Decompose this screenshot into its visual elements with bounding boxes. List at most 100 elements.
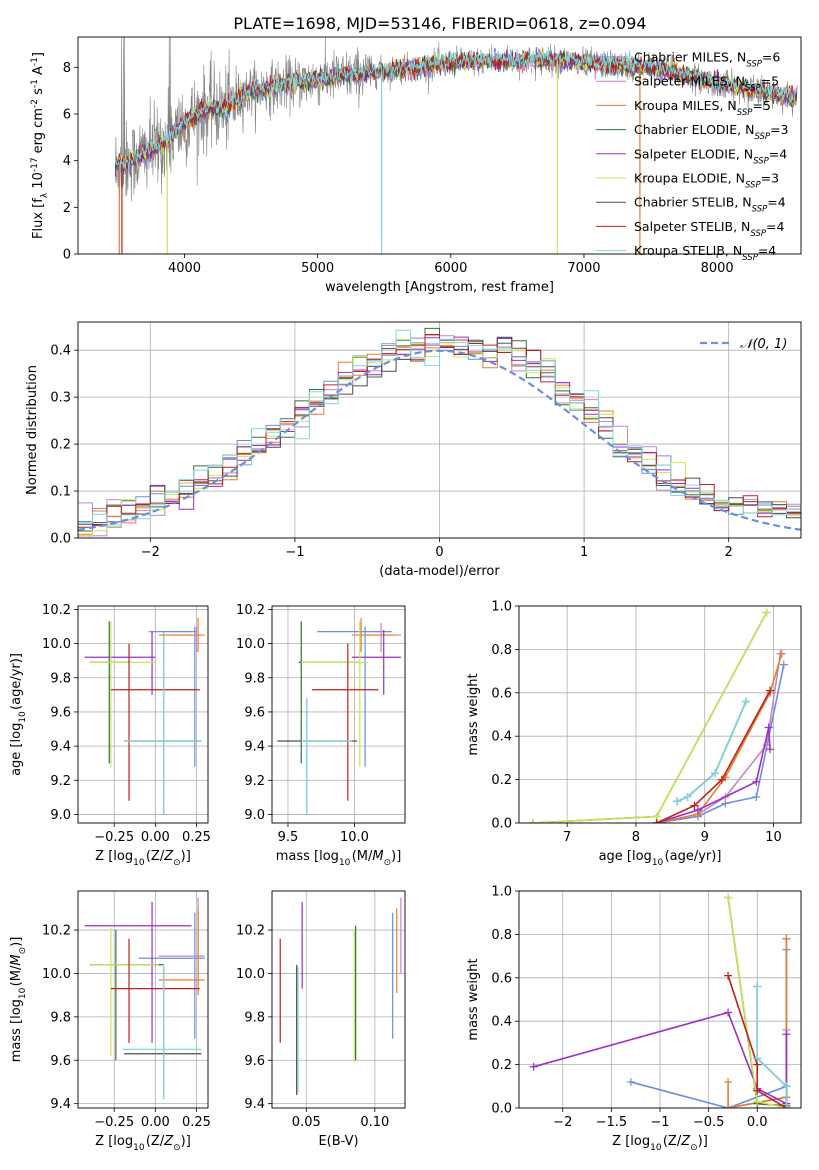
y-tick-label: 0.4 [50,344,71,359]
series-marker-salpeter_stelib [652,819,661,823]
y-tick-label: 9.0 [50,808,71,823]
y-tick-label: 9.4 [244,740,265,755]
series-line-salpeter_stelib [727,975,787,1108]
y-tick-label: 0.4 [491,730,512,745]
y-tick-label: 0.8 [491,643,512,658]
x-tick-label: 9 [701,830,709,845]
age_vs_z-ylabel: age [log10 (age/yr)] [9,653,28,776]
y-tick-label: 9.8 [50,1010,71,1025]
series-marker-salpeter_elodie [764,723,773,732]
legend-label-chabrier_miles: Chabrier MILES, NSSP=6 [634,50,780,70]
series-line-kroupa_stelib [676,701,747,803]
spectrum-ylabel: Flux [fλ 10-17 erg cm-2 s-1 A-1] [30,52,50,239]
mass_vs_ebv-frame [271,890,406,1109]
series-marker-chabrier_miles [626,1077,635,1086]
x-tick-label: −2 [553,1115,572,1130]
age_vs_z-frame [77,605,209,824]
series-marker-kroupa_miles [777,649,786,658]
legend-label-normal: 𝒩(0, 1) [740,337,787,352]
x-tick-label: −1 [285,545,304,560]
x-tick-label: 2 [725,545,733,560]
y-tick-label: 10.0 [42,967,71,982]
series-marker-kroupa_elodie [724,893,733,902]
y-tick-label: 10.2 [236,924,265,939]
x-tick-label: 0.00 [141,1115,170,1130]
spectrum-model-kroupa_stelib [114,43,798,173]
y-tick-label: 9.6 [50,1054,71,1069]
mass_vs_z-axes: −0.25 0.00 0.25 9.4 9.6 9.8 10.0 10.2 [42,890,211,1130]
spectrum-xlabel: wavelength [Angstrom, rest frame] [325,280,554,295]
x-tick-label: 0.25 [182,1115,211,1130]
x-tick-label: 6000 [434,261,467,276]
age_vs_z-xlabel: Z [log10 (Z/Z⊙)] [95,849,191,868]
age_vs_z-plot-area [84,617,205,815]
spectrum-legend: Chabrier MILES, NSSP=6 Salpeter MILES, NS… [596,50,789,263]
mass_vs_ebv-plot-area [279,897,402,1095]
series-marker-salpeter_elodie [693,805,702,814]
y-tick-label: 0.0 [491,817,512,832]
series-marker-kroupa_stelib [782,1104,791,1108]
series-line-kroupa_stelib [756,986,788,1108]
age_vs_mass-plot-area [277,617,402,815]
massweight_vs_z-frame [518,890,802,1109]
residuals-xlabel: (data-model)/error [379,564,500,579]
series-marker-kroupa_miles [782,934,791,943]
x-tick-label: 0.10 [360,1115,389,1130]
series-marker-kroupa_stelib [753,982,762,991]
x-tick-label: 0.0 [747,1115,768,1130]
x-tick-label: 0.25 [182,830,211,845]
x-tick-label: −1 [650,1115,669,1130]
legend-label-salpeter_miles: Salpeter MILES, NSSP=5 [634,74,779,94]
x-tick-label: 10 [765,830,782,845]
massweight_vs_age-xlabel: age [log10 (age/yr)] [599,849,722,868]
mass_vs_z-ylabel: mass [log10 (M/M⊙)] [9,937,28,1063]
massweight_vs_age-axes: 7 8 9 10 0.0 0.2 0.4 0.6 0.8 1.0 [491,600,802,845]
series-marker-kroupa_elodie [762,608,771,617]
series-line-salpeter_stelib [656,690,771,823]
y-tick-label: 9.4 [244,1097,265,1112]
y-tick-label: 9.6 [244,1054,265,1069]
legend-label-chabrier_elodie: Chabrier ELODIE, NSSP=3 [634,122,789,142]
y-tick-label: 9.2 [50,774,71,789]
y-tick-label: 9.4 [50,1097,71,1112]
series-marker-kroupa_elodie [753,1097,762,1106]
series-marker-kroupa_stelib [741,697,750,706]
y-tick-label: 9.4 [50,740,71,755]
x-tick-label: 4000 [168,261,201,276]
y-tick-label: 8 [63,61,71,76]
massweight_vs_z-xlabel: Z [log10 (Z/Z⊙)] [612,1134,708,1153]
massweight_vs_z-ylabel: mass weight [466,958,481,1040]
series-marker-kroupa_miles [724,1104,733,1108]
massweight_vs_z-axes: −2 −1.5 −1 −0.5 0.0 0.0 0.2 0.4 0.6 0.8 1.0 [491,885,802,1130]
mass_vs_ebv-axes: 0.05 0.10 9.4 9.6 9.8 10.0 10.2 [236,890,406,1130]
x-tick-label: 10.0 [340,830,369,845]
series-marker-kroupa_stelib [782,1082,791,1091]
y-tick-label: 0.4 [491,1015,512,1030]
x-tick-label: 9.5 [278,830,299,845]
spectrum-axes: 4000 5000 6000 7000 8000 0 2 4 6 8 [63,36,802,276]
massweight_vs_age-ylabel: mass weight [466,673,481,755]
mass_vs_z-xlabel: Z [log10 (Z/Z⊙)] [95,1134,191,1153]
legend-label-salpeter_stelib: Salpeter STELIB, NSSP=4 [634,219,784,239]
x-tick-label: −0.25 [94,1115,134,1130]
series-marker-salpeter_stelib [724,971,733,980]
residuals-axes: −2 −1 0 1 2 0.0 0.1 0.2 0.3 0.4 [50,321,802,560]
y-tick-label: 9.8 [50,671,71,686]
y-tick-label: 0.2 [50,438,71,453]
series-marker-salpeter_elodie [752,777,761,786]
y-tick-label: 0.2 [491,773,512,788]
y-tick-label: 10.0 [42,637,71,652]
legend-label-chabrier_stelib: Chabrier STELIB, NSSP=4 [634,195,786,215]
residuals-ylabel: Normed distribution [25,365,40,495]
legend-label-kroupa_elodie: Kroupa ELODIE, NSSP=3 [634,171,779,191]
legend-label-kroupa_stelib: Kroupa STELIB, NSSP=4 [634,243,776,263]
legend-label-salpeter_elodie: Salpeter ELODIE, NSSP=4 [634,146,787,166]
figure-title: PLATE=1698, MJD=53146, FIBERID=0618, z=0… [233,14,646,33]
x-tick-label: 8000 [701,261,734,276]
y-tick-label: 0.2 [491,1058,512,1073]
mass_vs_z-plot-area [84,897,205,1100]
y-tick-label: 0.0 [491,1102,512,1117]
age_vs_mass-frame [271,605,406,824]
series-marker-chabrier_miles [779,660,788,669]
